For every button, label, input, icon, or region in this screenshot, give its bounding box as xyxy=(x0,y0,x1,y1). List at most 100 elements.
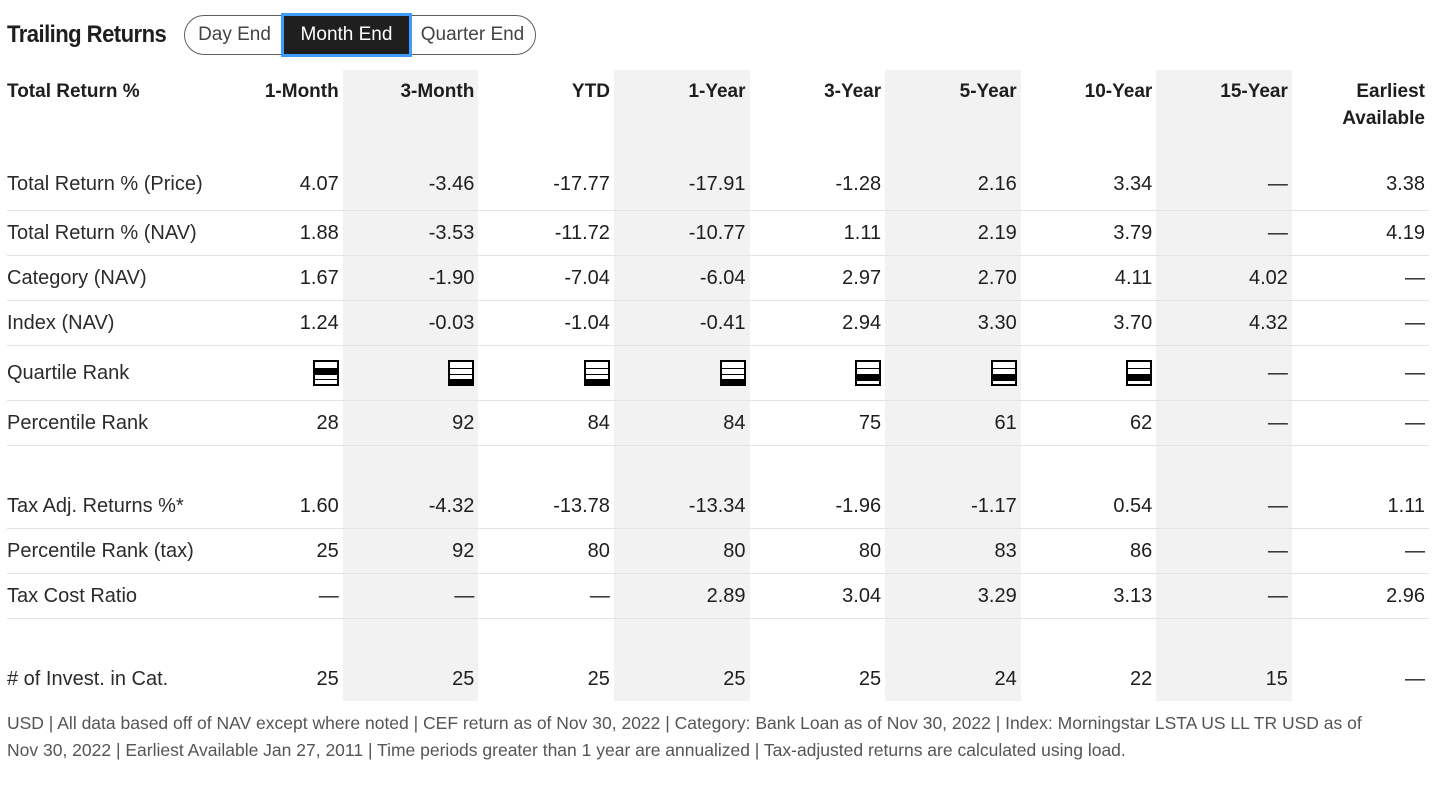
spacer-cell xyxy=(1292,619,1429,658)
value-cell: 62 xyxy=(1020,400,1157,446)
value-cell: 25 xyxy=(207,528,343,574)
value-cell: 15 xyxy=(1156,657,1292,701)
value-cell: 2.70 xyxy=(885,255,1021,301)
value-cell: 22 xyxy=(1130,667,1153,690)
value-cell: 1.24 xyxy=(207,300,343,346)
value-cell: 3.79 xyxy=(1020,210,1157,256)
value-cell: -3.46 xyxy=(342,158,479,211)
value-cell: — xyxy=(1156,528,1292,574)
quartile-rank-icon xyxy=(1126,360,1153,386)
table-row: Percentile Rank (tax) 25 92 80 80 80 83 86— — xyxy=(7,528,1429,574)
quartile-rank-cell xyxy=(342,345,479,401)
column-header: 15-Year xyxy=(1156,70,1292,158)
table-row: Quartile Rank — — xyxy=(7,345,1429,401)
row-label: Percentile Rank (tax) xyxy=(7,528,208,574)
trailing-returns-header: Trailing Returns Day End Month End Quart… xyxy=(7,14,536,56)
row-label: # of Invest. in Cat. xyxy=(7,667,169,690)
quartile-rank-icon xyxy=(719,360,746,386)
table-row: Tax Adj. Returns %* 1.60 -4.32 -13.78 -13.34… xyxy=(7,484,1429,529)
value-cell: 2.94 xyxy=(749,300,886,346)
row-label: Total Return % (NAV) xyxy=(7,210,208,256)
spacer-cell xyxy=(478,446,614,485)
value-cell: 2.19 xyxy=(885,210,1021,256)
value-cell: 80 xyxy=(613,528,750,574)
quartile-rank-cell xyxy=(478,345,614,401)
quartile-rank-icon xyxy=(448,360,475,386)
spacer-cell xyxy=(1156,618,1292,657)
column-header: 1-Month xyxy=(264,81,339,102)
value-cell: — xyxy=(1291,255,1429,301)
value-cell: 4.19 xyxy=(1291,210,1429,256)
value-cell: 3.13 xyxy=(1020,573,1157,619)
value-cell: -17.77 xyxy=(478,158,614,211)
value-cell: — xyxy=(1405,667,1425,690)
spacer-cell xyxy=(207,619,343,658)
column-header: YTD xyxy=(571,81,610,102)
value-cell: — xyxy=(1156,345,1292,401)
value-cell: -3.53 xyxy=(342,210,479,256)
value-cell: 0.54 xyxy=(1020,484,1157,529)
value-cell: 4.07 xyxy=(207,158,343,211)
value-cell: 4.11 xyxy=(1020,255,1157,301)
value-cell: 92 xyxy=(342,400,479,446)
spacer-cell xyxy=(750,446,886,485)
value-cell: 1.11 xyxy=(749,210,886,256)
value-cell: — xyxy=(1291,345,1429,401)
value-cell: 25 xyxy=(613,657,750,701)
spacer-cell xyxy=(1156,445,1292,484)
table-row: Category (NAV) 1.67 -1.90 -7.04 -6.04 2.97 2.7… xyxy=(7,255,1429,301)
value-cell: — xyxy=(1156,484,1292,529)
value-cell: 3.04 xyxy=(749,573,886,619)
value-cell: — xyxy=(1291,300,1429,346)
value-cell: 1.11 xyxy=(1291,484,1429,529)
month-end-button[interactable]: Month End xyxy=(284,16,409,54)
value-cell: 2.96 xyxy=(1291,573,1429,619)
value-cell: -7.04 xyxy=(478,255,614,301)
column-header: Earliest Available xyxy=(1342,81,1425,129)
quartile-rank-icon xyxy=(312,360,339,386)
value-cell: 4.02 xyxy=(1156,255,1292,301)
row-label: Category (NAV) xyxy=(7,255,208,301)
day-end-button[interactable]: Day End xyxy=(198,24,271,45)
table-row: Index (NAV) 1.24 -0.03 -1.04 -0.41 2.94 3.30 3.… xyxy=(7,300,1429,346)
quartile-rank-cell xyxy=(885,345,1021,401)
spacer-cell xyxy=(613,618,750,657)
row-label: Tax Cost Ratio xyxy=(7,573,208,619)
value-cell: 28 xyxy=(207,400,343,446)
spacer-cell xyxy=(342,445,479,484)
value-cell: 75 xyxy=(749,400,886,446)
quartile-rank-icon xyxy=(583,360,610,386)
quartile-rank-cell xyxy=(207,345,343,401)
value-cell: -1.96 xyxy=(749,484,886,529)
value-cell: — xyxy=(1156,400,1292,446)
row-label: Index (NAV) xyxy=(7,300,208,346)
row-label: Tax Adj. Returns %* xyxy=(7,484,208,529)
row-label: Percentile Rank xyxy=(7,400,208,446)
column-header: 1-Year xyxy=(613,70,750,158)
value-cell: -0.41 xyxy=(613,300,750,346)
spacer-cell xyxy=(478,619,614,658)
value-cell: 80 xyxy=(478,528,614,574)
value-cell: — xyxy=(478,573,614,619)
column-header: Total Return % xyxy=(7,81,140,102)
value-cell: -13.78 xyxy=(478,484,614,529)
spacer-cell xyxy=(7,619,207,658)
table-row: Percentile Rank 28 92 84 84 75 61 62— — xyxy=(7,400,1429,446)
value-cell: 1.60 xyxy=(207,484,343,529)
table-row: Total Return % (Price) 4.07 -3.46 -17.77 -17… xyxy=(7,158,1429,211)
table-row: Total Return % (NAV) 1.88 -3.53 -11.72 -10.7… xyxy=(7,210,1429,256)
value-cell: — xyxy=(1156,158,1292,211)
value-cell: 3.70 xyxy=(1020,300,1157,346)
spacer-cell xyxy=(207,446,343,485)
spacer-cell xyxy=(1021,619,1157,658)
quarter-end-button[interactable]: Quarter End xyxy=(409,16,535,54)
value-cell: — xyxy=(1291,528,1429,574)
value-cell: -6.04 xyxy=(613,255,750,301)
value-cell: 3.29 xyxy=(885,573,1021,619)
spacer-row xyxy=(7,445,1429,485)
value-cell: 2.89 xyxy=(613,573,750,619)
value-cell: -1.04 xyxy=(478,300,614,346)
value-cell: 4.32 xyxy=(1156,300,1292,346)
row-label: Total Return % (Price) xyxy=(7,158,208,211)
value-cell: -10.77 xyxy=(613,210,750,256)
